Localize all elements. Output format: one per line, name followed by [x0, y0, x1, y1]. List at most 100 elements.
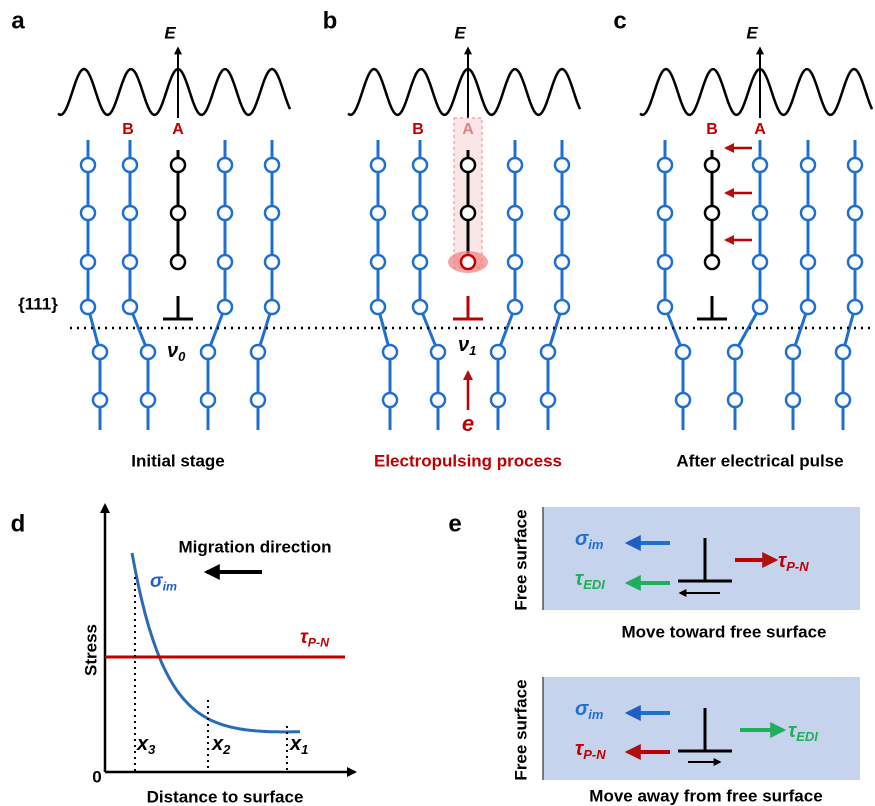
symbol-base: x — [211, 733, 224, 755]
atom — [489, 343, 507, 361]
atom — [834, 343, 852, 361]
symbol-base: τ — [575, 568, 585, 590]
atom — [249, 391, 267, 409]
atom — [506, 298, 524, 316]
atom — [369, 204, 387, 222]
tau-pn-label: τP-N — [778, 550, 809, 574]
velocity: ν1 — [458, 334, 476, 358]
atom — [553, 156, 571, 174]
atom — [751, 156, 769, 174]
atom — [846, 253, 864, 271]
atom — [381, 343, 399, 361]
atom — [784, 391, 802, 409]
symbol-sub: 3 — [148, 742, 156, 757]
symbol-sub: P-N — [583, 747, 606, 762]
symbol-base: σ — [150, 571, 164, 592]
symbol-base: x — [136, 733, 149, 755]
atom — [411, 156, 429, 174]
atom — [263, 156, 281, 174]
region — [543, 507, 860, 610]
symbol-base: σ — [575, 528, 589, 550]
atom — [139, 343, 157, 361]
atom — [553, 298, 571, 316]
sigma-label: σim — [575, 698, 604, 722]
atom — [121, 298, 139, 316]
atom — [216, 298, 234, 316]
axis-label: E — [164, 23, 176, 42]
x-axis-label: Distance to surface — [147, 787, 304, 806]
atom — [263, 204, 281, 222]
atom — [506, 204, 524, 222]
panel-label: d — [11, 510, 26, 537]
atom — [726, 391, 744, 409]
atom — [703, 204, 721, 222]
symbol-sub: im — [588, 707, 604, 722]
atom — [846, 156, 864, 174]
atom — [489, 391, 507, 409]
atom — [799, 156, 817, 174]
atom — [369, 156, 387, 174]
atom — [834, 391, 852, 409]
panel-label: b — [323, 7, 338, 34]
plane-label: {111} — [18, 294, 58, 313]
atom — [249, 343, 267, 361]
site-label: B — [706, 121, 718, 138]
symbol-sub: P-N — [308, 636, 330, 650]
atom — [121, 253, 139, 271]
caption: Electropulsing process — [374, 451, 562, 470]
atom — [799, 298, 817, 316]
y-axis-label: Stress — [81, 624, 100, 676]
panel-label: c — [613, 7, 626, 34]
atom — [726, 343, 744, 361]
atom — [656, 204, 674, 222]
content: a b c d e E B A Initial stage E B A Electropulsing p… — [11, 7, 874, 806]
axis-label: E — [746, 23, 758, 42]
symbol-base: ν — [458, 334, 469, 356]
symbol-sub: 1 — [469, 343, 476, 358]
tau-edi-label: τEDI — [788, 720, 818, 744]
symbol-sub: 1 — [301, 742, 308, 757]
atom — [91, 343, 109, 361]
symbol-base: τ — [300, 627, 309, 648]
atom — [429, 343, 447, 361]
symbol-base: x — [289, 733, 302, 755]
atom — [846, 298, 864, 316]
atom — [139, 391, 157, 409]
position-label: x3 — [136, 733, 156, 757]
symbol-base: τ — [778, 550, 788, 572]
atom — [751, 298, 769, 316]
site-label: B — [412, 121, 424, 138]
atom — [506, 156, 524, 174]
atom — [199, 391, 217, 409]
caption: Move away from free surface — [589, 786, 822, 805]
tau-edi-label: τEDI — [575, 568, 605, 592]
atom — [411, 298, 429, 316]
atom — [79, 204, 97, 222]
caption: Move toward free surface — [621, 622, 826, 641]
sigma-label: σim — [575, 528, 604, 552]
atom — [656, 298, 674, 316]
atom — [656, 253, 674, 271]
atom — [459, 204, 477, 222]
atom — [79, 253, 97, 271]
symbol-sub: 0 — [178, 349, 186, 364]
symbol-sub: im — [588, 537, 604, 552]
symbol-sub: EDI — [796, 729, 818, 744]
atom — [459, 156, 477, 174]
caption: Initial stage — [131, 451, 225, 470]
atom — [369, 253, 387, 271]
symbol-sub: EDI — [583, 577, 605, 592]
symbol-base: τ — [575, 738, 585, 760]
caption: After electrical pulse — [676, 451, 843, 470]
atom — [553, 253, 571, 271]
atom — [506, 253, 524, 271]
atom — [216, 204, 234, 222]
symbol-sub: 2 — [222, 742, 231, 757]
atom — [674, 343, 692, 361]
atom — [216, 253, 234, 271]
energy-curve — [57, 67, 292, 117]
atom — [169, 156, 187, 174]
symbol-base: τ — [788, 720, 798, 742]
atom — [539, 391, 557, 409]
